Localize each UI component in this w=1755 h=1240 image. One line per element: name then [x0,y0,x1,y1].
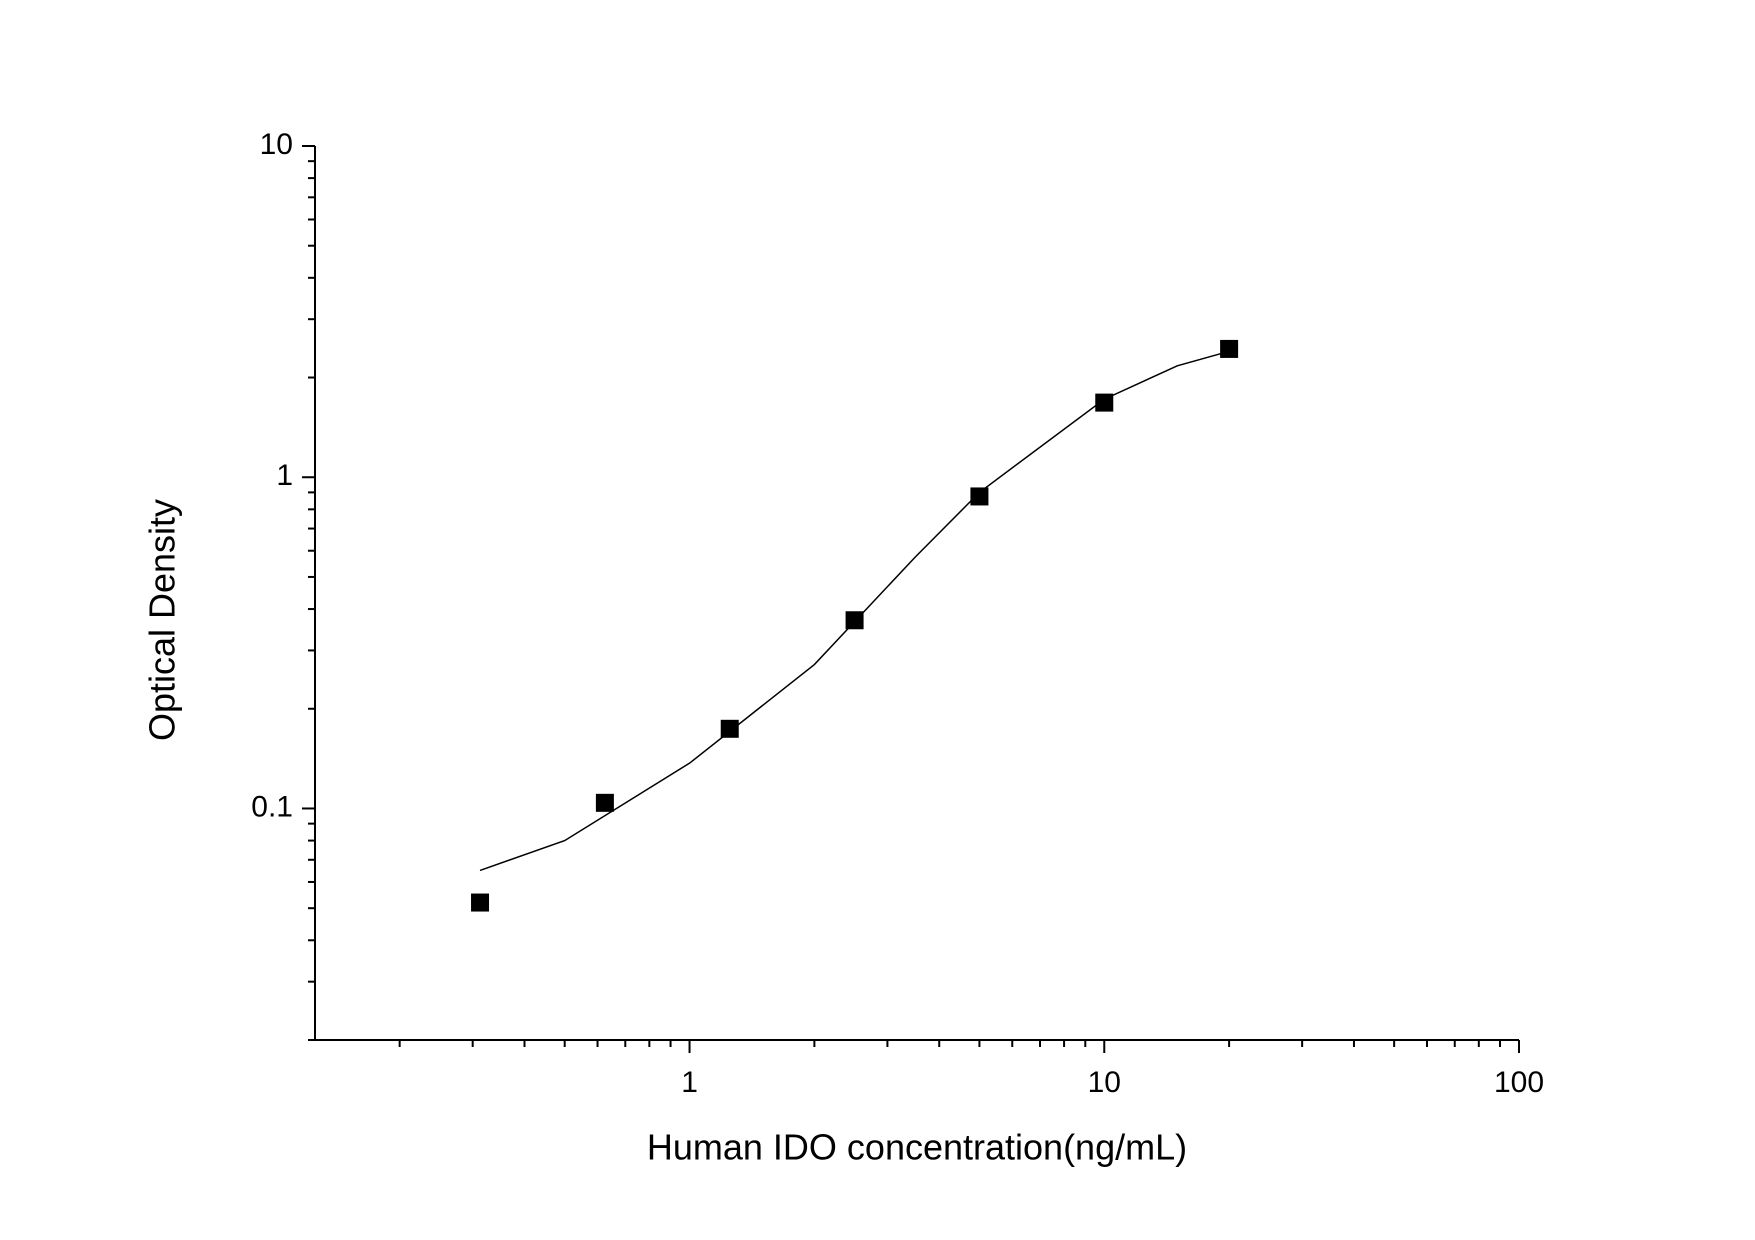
y-tick-label: 0.1 [251,790,293,823]
data-point [970,487,989,506]
data-point [1095,393,1114,412]
y-axis-label: Optical Density [142,499,183,741]
y-tick-label: 1 [276,459,293,492]
data-point [595,793,614,812]
data-point [1220,339,1239,358]
data-point [720,719,739,738]
data-point [845,611,864,630]
x-tick-label: 1 [681,1066,698,1099]
fit-curve [479,350,1230,872]
x-tick-label: 100 [1494,1066,1544,1099]
x-axis-label: Human IDO concentration(ng/mL) [647,1127,1187,1168]
y-tick-label: 10 [260,128,293,161]
data-point [471,893,490,912]
x-tick-label: 10 [1088,1066,1121,1099]
